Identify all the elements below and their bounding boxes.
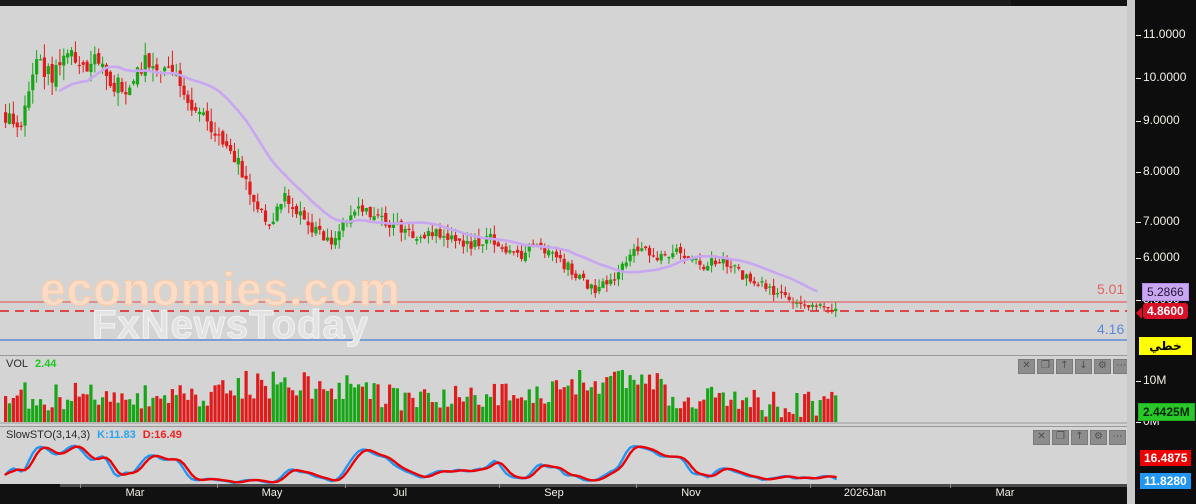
volume-bar-series xyxy=(4,370,838,422)
volume-axis-tick-label: 10M xyxy=(1143,373,1167,387)
ma-value-tag: 5.2866 xyxy=(1142,283,1189,301)
resistance-level-label: 5.01 xyxy=(1097,281,1125,297)
price-axis-tick-label: 6.0000 xyxy=(1143,250,1180,264)
stoch-indicator-header[interactable]: SlowSTO(3,14,3) K:11.83 D:16.49 xyxy=(0,427,182,442)
settings-gear-icon[interactable]: ⚙ xyxy=(1090,430,1107,445)
axis-separator xyxy=(1127,0,1135,504)
close-icon[interactable]: ✕ xyxy=(1018,359,1035,374)
price-axis-tick-label: 9.0000 xyxy=(1143,113,1180,127)
time-axis-tick-label: Mar xyxy=(125,487,145,499)
price-axis-tick-mark xyxy=(1136,258,1141,259)
time-axis-tick-label: Sep xyxy=(544,487,564,499)
time-axis-bar[interactable] xyxy=(60,484,1127,504)
time-axis-tick-mark xyxy=(80,484,81,488)
maximize-icon[interactable]: ❐ xyxy=(1037,359,1054,374)
move-up-icon[interactable]: ↑ xyxy=(1071,430,1088,445)
time-axis-tick-label: 2026Jan xyxy=(843,487,887,499)
time-axis-strip xyxy=(60,484,1127,487)
stoch-panel-toolbar[interactable]: ✕ ❐ ↑ ⚙ ⋯ xyxy=(1033,430,1126,445)
volume-panel-toolbar[interactable]: ✕ ❐ ↑ ↓ ⚙ ⋯ xyxy=(1018,359,1130,374)
support-level-label: 4.16 xyxy=(1097,321,1125,337)
volume-indicator-header[interactable]: VOL 2.44 xyxy=(0,356,56,371)
window-top-border xyxy=(0,0,1011,6)
time-axis-tick-mark xyxy=(217,484,218,488)
time-axis-tick-mark xyxy=(499,484,500,488)
time-axis-tick-mark xyxy=(636,484,637,488)
last-price-tag: 4.8600 xyxy=(1136,303,1188,319)
volume-indicator-value: 2.44 xyxy=(35,357,57,370)
price-axis-tick-mark xyxy=(1136,172,1141,173)
candlestick-series xyxy=(4,41,838,318)
time-axis-tick-label: May xyxy=(261,487,283,499)
settings-gear-icon[interactable]: ⚙ xyxy=(1094,359,1111,374)
move-down-icon[interactable]: ↓ xyxy=(1075,359,1092,374)
time-axis-tick-label: Mar xyxy=(995,487,1015,499)
stoch-panel-top-divider xyxy=(0,426,1127,427)
time-axis-tick-label: Nov xyxy=(681,487,701,499)
moving-average-line xyxy=(58,65,818,293)
volume-panel-top-divider xyxy=(0,355,1127,356)
stochastic-d-line xyxy=(4,445,837,484)
price-axis-tick-mark xyxy=(1136,121,1141,122)
price-axis-tick-label: 8.0000 xyxy=(1143,164,1180,178)
time-axis-tick-mark xyxy=(810,484,811,488)
stoch-indicator-label: SlowSTO(3,14,3) xyxy=(6,428,91,441)
price-axis-tick-label: 7.0000 xyxy=(1143,214,1180,228)
volume-indicator-label: VOL xyxy=(6,357,29,370)
maximize-icon[interactable]: ❐ xyxy=(1052,430,1069,445)
price-axis-tick-mark xyxy=(1136,78,1141,79)
price-axis-tick-mark xyxy=(1136,222,1141,223)
price-axis-tick-label: 10.0000 xyxy=(1143,70,1187,84)
price-axis-tick-label: 11.0000 xyxy=(1143,27,1186,41)
time-axis-tick-mark xyxy=(345,484,346,488)
stoch-d-readout: D:16.49 xyxy=(142,428,182,441)
price-axis-tick-mark xyxy=(1136,300,1141,301)
stochastic-k-line xyxy=(4,444,837,485)
stoch-k-readout: K:11.83 xyxy=(97,428,136,441)
time-axis-tick-label: Jul xyxy=(392,487,408,499)
stoch-d-value-tag: 16.4875 xyxy=(1140,450,1192,466)
chart-mode-button[interactable]: خطي xyxy=(1139,337,1192,355)
more-options-icon[interactable]: ⋯ xyxy=(1109,430,1126,445)
price-panel-background xyxy=(0,6,1127,355)
move-up-icon[interactable]: ↑ xyxy=(1056,359,1073,374)
price-axis-tick-mark xyxy=(1136,35,1141,36)
stoch-k-value-tag: 11.8280 xyxy=(1140,473,1191,489)
volume-axis-tick-mark xyxy=(1136,422,1141,423)
volume-axis-tick-mark xyxy=(1136,381,1141,382)
close-icon[interactable]: ✕ xyxy=(1033,430,1050,445)
volume-value-tag: 2.4425M xyxy=(1138,403,1195,421)
time-axis-tick-mark xyxy=(950,484,951,488)
